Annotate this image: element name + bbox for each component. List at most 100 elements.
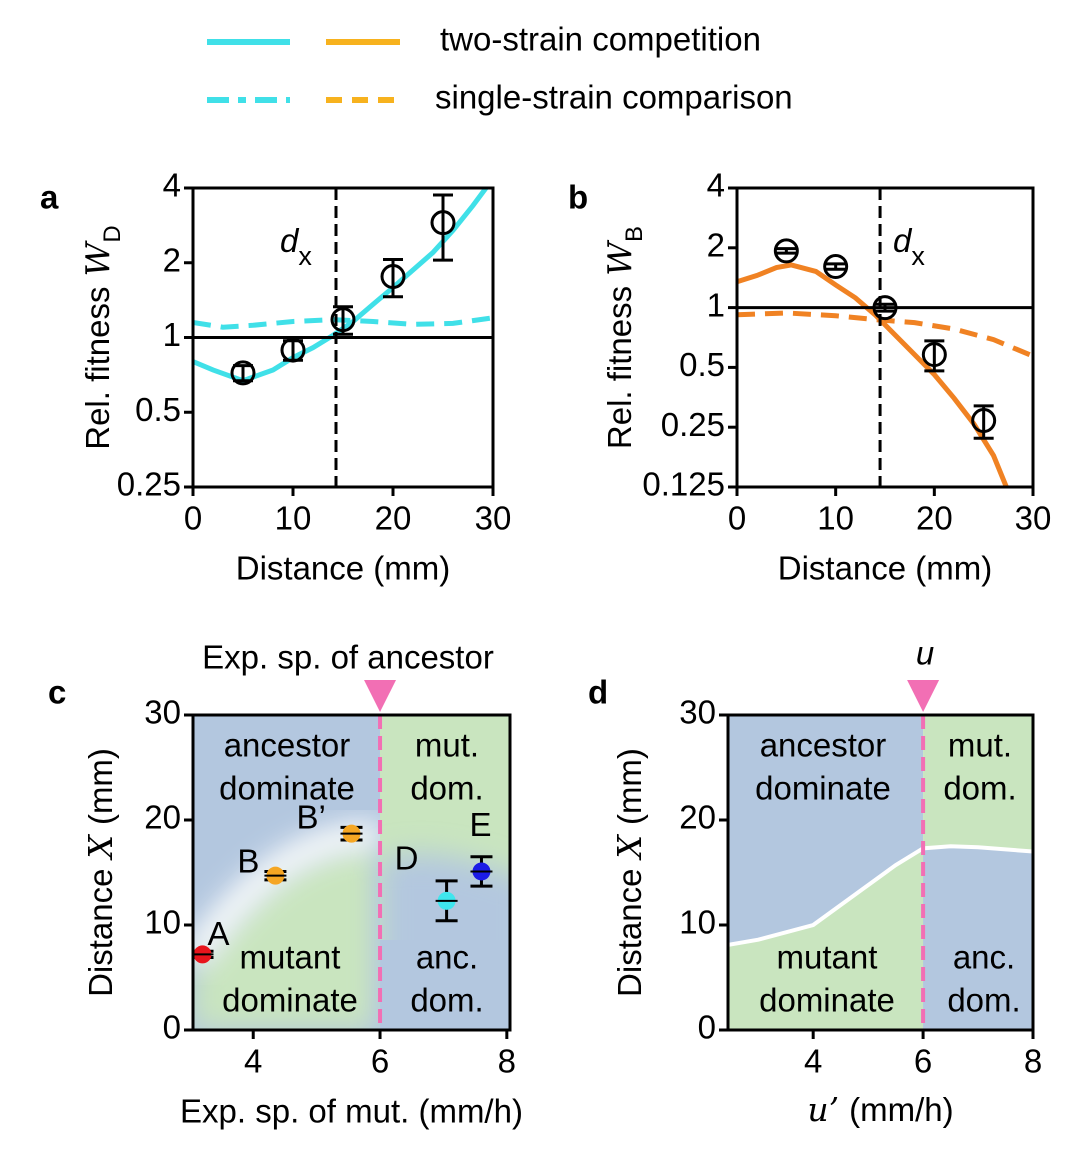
- x-axis-label-part: (mm/h): [849, 1091, 953, 1128]
- region-label: anc.: [953, 939, 1015, 976]
- region-below: [728, 848, 924, 1030]
- panel-letter: d: [588, 674, 608, 711]
- region-label: dominate: [219, 770, 355, 807]
- y-tick-label: 30: [679, 694, 716, 731]
- error-bar: [776, 247, 797, 255]
- y-axis-label-part: Rel. fitness: [601, 286, 638, 449]
- plot-frame: [726, 713, 1035, 1032]
- x-tick-label: 6: [914, 1043, 932, 1080]
- y-axis-label-part: X: [81, 834, 120, 862]
- y-axis-label-part: W: [600, 239, 639, 276]
- x-tick-label: 30: [475, 500, 512, 537]
- y-tick-label: 1: [163, 316, 181, 353]
- plot-area: [193, 715, 510, 1030]
- y-tick-label: 10: [144, 904, 181, 941]
- annotation-part: x: [911, 241, 925, 271]
- data-point: [921, 342, 947, 368]
- panel-title: u: [916, 635, 934, 672]
- plot-frame: [191, 713, 512, 1032]
- x-tick-label: 4: [804, 1043, 822, 1080]
- x-tick-label: 20: [375, 500, 412, 537]
- x-tick-label: 30: [1015, 500, 1052, 537]
- y-axis-label-part: W: [78, 240, 117, 277]
- data-point: [380, 264, 406, 290]
- region-mutant: [193, 845, 381, 1030]
- region-label: anc.: [416, 939, 478, 976]
- marker-triangle: [364, 680, 397, 712]
- point-label: B: [237, 842, 259, 879]
- y-tick-label: 10: [679, 904, 716, 941]
- x-tick-label: 6: [371, 1043, 389, 1080]
- y-tick-label: 4: [707, 167, 725, 204]
- y-tick-label: 20: [679, 799, 716, 836]
- region-right-top: [380, 715, 510, 775]
- data-point: [280, 337, 306, 363]
- region-label: dom.: [947, 982, 1020, 1019]
- x-tick-label: 20: [916, 500, 953, 537]
- y-axis-label-part: X: [610, 834, 649, 862]
- panel-letter: c: [48, 674, 66, 711]
- region-label: mut.: [415, 727, 479, 764]
- region-label: dom.: [410, 770, 483, 807]
- region-label: ancestor: [224, 727, 351, 764]
- x-axis-label: Exp. sp. of mut. (mm/h): [180, 1093, 523, 1130]
- y-axis-label-part: (mm): [611, 748, 648, 825]
- plot-area: [728, 715, 1033, 1030]
- region-label: mutant: [240, 939, 341, 976]
- region-label: dom.: [943, 770, 1016, 807]
- data-point: [230, 360, 256, 386]
- panel-letter: a: [40, 179, 59, 216]
- region-label: dom.: [410, 982, 483, 1019]
- region-below: [923, 846, 1033, 1030]
- region-label: dominate: [755, 770, 891, 807]
- data-point: [823, 254, 849, 280]
- region-label: mut.: [948, 727, 1012, 764]
- x-axis-label: Distance (mm): [778, 550, 993, 587]
- panel-letter: b: [568, 179, 588, 216]
- series-line: [737, 310, 1033, 359]
- x-axis-label-part: u’: [807, 1090, 839, 1129]
- x-tick-label: 0: [184, 500, 202, 537]
- region-label: dominate: [222, 982, 358, 1019]
- region-label: dominate: [759, 982, 895, 1019]
- y-tick-label: 0: [163, 1009, 181, 1046]
- point-label: E: [469, 806, 491, 843]
- legend-label: single-strain comparison: [435, 79, 793, 116]
- annotation-part: d: [280, 222, 300, 259]
- x-tick-label: 0: [728, 500, 746, 537]
- data-point: [773, 238, 799, 264]
- data-point: [330, 307, 356, 333]
- y-tick-label: 30: [144, 694, 181, 731]
- annotation: dx: [280, 222, 312, 271]
- y-tick-label: 2: [163, 241, 181, 278]
- y-tick-label: 0.5: [135, 391, 181, 428]
- error-bar: [825, 262, 846, 271]
- y-tick-label: 0: [698, 1009, 716, 1046]
- x-tick-label: 8: [1024, 1043, 1042, 1080]
- data-point: [430, 210, 456, 236]
- y-axis-label: Rel. fitness WD: [78, 225, 126, 450]
- y-tick-label: 2: [707, 227, 725, 264]
- series-line: [737, 262, 1009, 487]
- data-point: [872, 295, 898, 321]
- y-tick-label: 0.5: [679, 346, 725, 383]
- legend-label: two-strain competition: [440, 21, 761, 58]
- error-bar: [875, 302, 895, 313]
- y-tick-label: 0.25: [117, 466, 181, 503]
- y-axis-label-part: Distance: [82, 869, 119, 997]
- y-tick-label: 20: [144, 799, 181, 836]
- plot-frame: [735, 186, 1035, 489]
- annotation-part: d: [893, 222, 913, 259]
- y-axis-label-part: Rel. fitness: [79, 287, 116, 450]
- region-right-bottom: [380, 940, 510, 1030]
- y-tick-label: 0.125: [642, 466, 725, 503]
- y-axis-label-part: B: [621, 226, 648, 242]
- x-axis-label: u’ (mm/h): [807, 1090, 953, 1129]
- plot-area: [193, 188, 493, 384]
- x-tick-label: 10: [817, 500, 854, 537]
- y-axis-label-part: D: [99, 225, 126, 242]
- y-tick-label: 0.25: [661, 406, 725, 443]
- y-axis-label: Rel. fitness WB: [600, 226, 648, 449]
- region-label: mutant: [777, 939, 878, 976]
